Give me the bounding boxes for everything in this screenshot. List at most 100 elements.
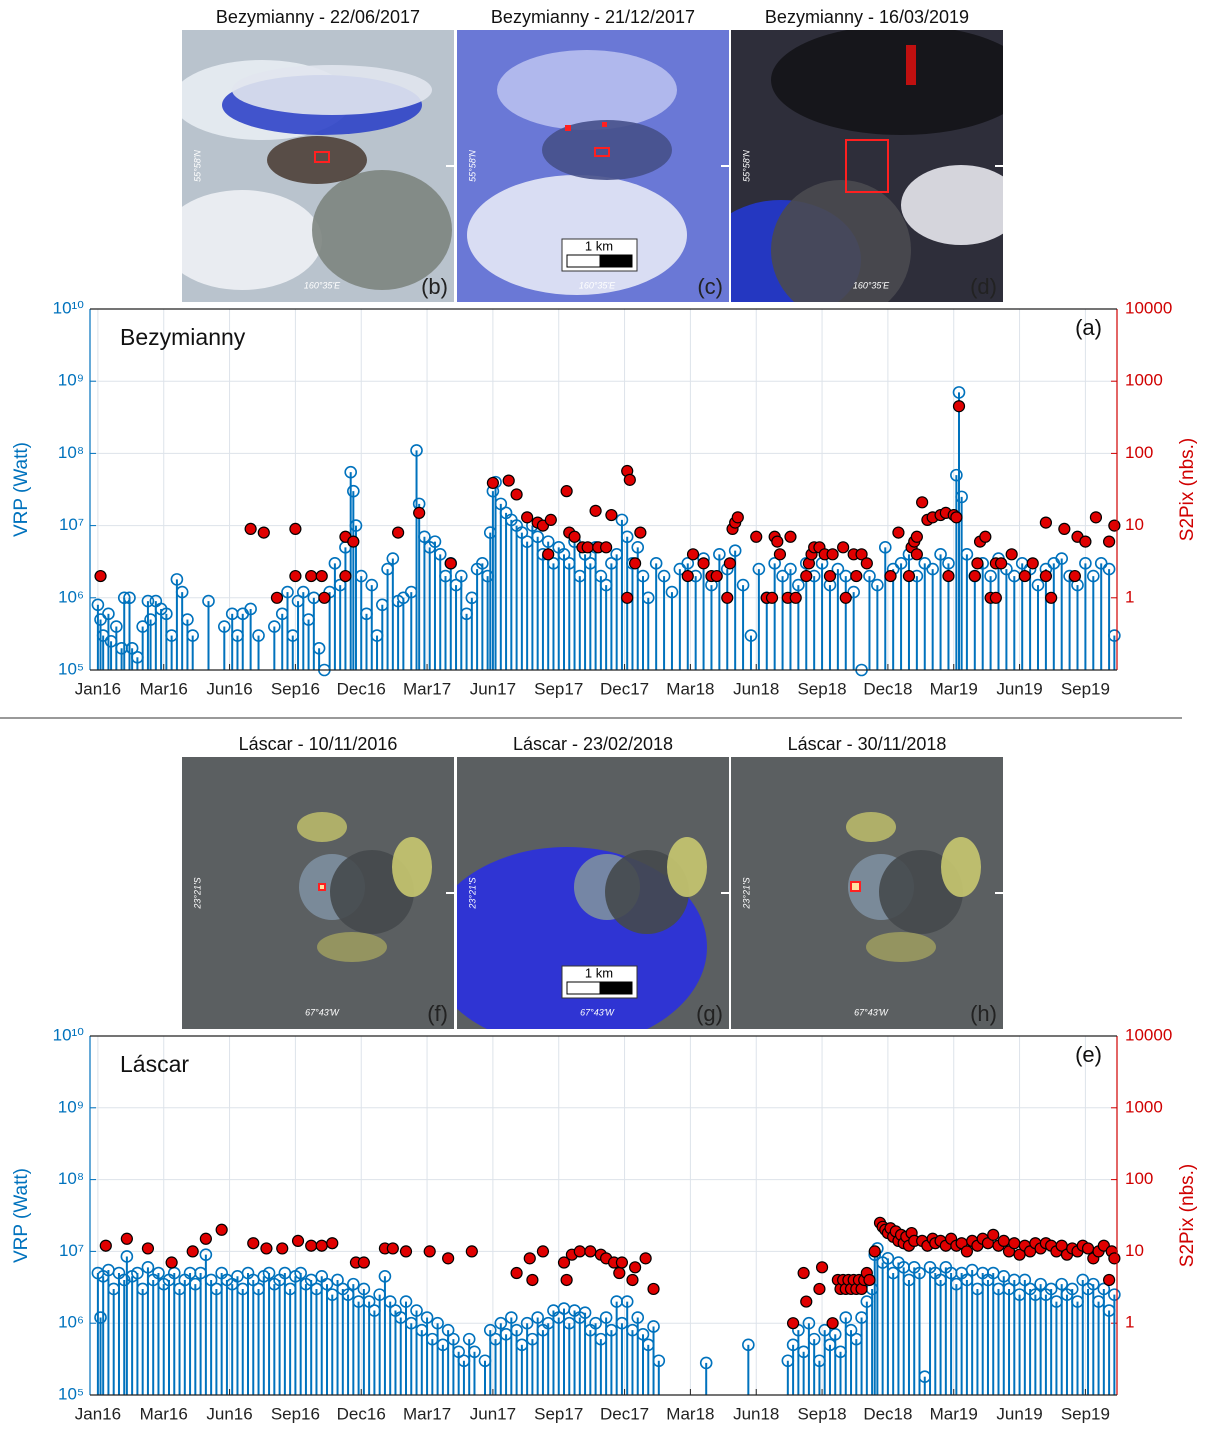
point bbox=[1008, 1237, 1021, 1250]
stem-marker bbox=[847, 585, 860, 599]
point bbox=[997, 1234, 1010, 1248]
longitude-label: 160°35'E bbox=[579, 280, 616, 290]
point bbox=[523, 1252, 536, 1265]
stem bbox=[131, 1266, 144, 1395]
latitude-label: 55°58'N bbox=[192, 150, 202, 182]
stem-marker bbox=[1097, 1282, 1111, 1296]
stem-marker bbox=[713, 548, 726, 561]
y2-tick-label: 100 bbox=[1125, 443, 1153, 462]
x-tick-label: Jun17 bbox=[470, 679, 516, 698]
x-tick-label: Sep17 bbox=[534, 1404, 583, 1423]
point bbox=[568, 530, 581, 543]
stem bbox=[818, 1323, 832, 1395]
stem-marker bbox=[186, 629, 199, 642]
stem bbox=[94, 1311, 107, 1395]
stem bbox=[141, 1261, 155, 1395]
stem-marker bbox=[913, 1266, 926, 1280]
point bbox=[784, 530, 797, 543]
stem bbox=[768, 557, 781, 670]
image-label: (c) bbox=[697, 274, 723, 299]
stem-marker bbox=[281, 585, 294, 599]
stem-marker bbox=[410, 444, 423, 457]
stem-marker bbox=[365, 578, 379, 592]
stem bbox=[531, 530, 544, 670]
stem-marker bbox=[117, 1273, 131, 1287]
stem-marker bbox=[652, 1354, 666, 1368]
longitude-label: 160°35'E bbox=[853, 280, 890, 290]
x-tick-label: Jun18 bbox=[733, 1404, 779, 1423]
y2-tick-label: 10000 bbox=[1125, 298, 1172, 317]
point bbox=[910, 530, 923, 543]
stem-marker bbox=[784, 562, 797, 576]
point bbox=[502, 474, 515, 487]
image-content bbox=[457, 30, 729, 302]
stem-marker bbox=[541, 535, 555, 548]
stem-marker bbox=[494, 497, 508, 511]
point bbox=[626, 1273, 639, 1287]
stem-marker bbox=[378, 1269, 392, 1283]
stem-marker bbox=[383, 1295, 397, 1308]
image-feature bbox=[846, 812, 896, 842]
stem-marker bbox=[863, 569, 876, 583]
y-tick-label: 10⁸ bbox=[58, 443, 84, 462]
point bbox=[289, 569, 302, 583]
image-title: Bezymianny - 22/06/2017 bbox=[216, 7, 420, 27]
stem bbox=[557, 548, 571, 670]
stem-marker bbox=[1076, 1273, 1090, 1287]
point bbox=[260, 1242, 273, 1255]
stem-marker bbox=[599, 1311, 613, 1324]
stem bbox=[344, 465, 358, 670]
stem-marker bbox=[447, 1332, 460, 1346]
point bbox=[399, 1245, 413, 1258]
point bbox=[165, 1256, 178, 1269]
stem-marker bbox=[294, 1266, 307, 1280]
stem-marker bbox=[170, 573, 184, 586]
image-title: Bezymianny - 21/12/2017 bbox=[491, 7, 695, 27]
point bbox=[357, 1256, 370, 1269]
point bbox=[860, 557, 873, 570]
stem-marker bbox=[1034, 1277, 1047, 1291]
point bbox=[560, 1273, 573, 1287]
point bbox=[681, 569, 694, 583]
satellite-image bbox=[182, 30, 454, 302]
point bbox=[1089, 511, 1103, 524]
volcano-name: Láscar bbox=[120, 1051, 189, 1077]
stem bbox=[312, 641, 326, 670]
stem-marker bbox=[1055, 1277, 1068, 1291]
y-tick-label: 10⁹ bbox=[58, 1097, 84, 1116]
stem bbox=[926, 562, 939, 670]
stem bbox=[160, 607, 173, 670]
point bbox=[800, 1295, 813, 1308]
stem-marker bbox=[468, 1345, 481, 1359]
latitude-label: 23°21'S bbox=[192, 877, 202, 909]
point bbox=[613, 1266, 626, 1280]
y-tick-label: 10⁶ bbox=[58, 1313, 84, 1332]
y2-tick-label: 10 bbox=[1125, 1241, 1144, 1260]
stem bbox=[878, 541, 892, 670]
x-tick-label: Jun19 bbox=[996, 1404, 1042, 1423]
point bbox=[837, 541, 850, 554]
image-feature bbox=[312, 170, 452, 290]
point bbox=[573, 1245, 586, 1258]
point bbox=[868, 1245, 881, 1258]
stem-marker bbox=[520, 1316, 534, 1330]
stem bbox=[1108, 629, 1121, 670]
image-feature bbox=[232, 65, 432, 115]
stem-marker bbox=[428, 535, 442, 548]
stem-marker bbox=[647, 1320, 660, 1333]
stem bbox=[294, 1266, 307, 1395]
point bbox=[773, 548, 787, 561]
point bbox=[968, 569, 981, 583]
x-tick-label: Dec18 bbox=[863, 679, 912, 698]
stem bbox=[657, 569, 671, 670]
stem-marker bbox=[441, 1323, 455, 1337]
stem bbox=[141, 594, 155, 670]
point bbox=[347, 535, 360, 548]
stem-marker bbox=[123, 591, 136, 605]
image-feature bbox=[850, 881, 861, 892]
longitude-label: 67°43'W bbox=[854, 1007, 889, 1017]
stem-marker bbox=[615, 513, 629, 527]
stem-marker bbox=[631, 541, 645, 554]
stem bbox=[620, 1295, 634, 1395]
point bbox=[839, 591, 852, 604]
